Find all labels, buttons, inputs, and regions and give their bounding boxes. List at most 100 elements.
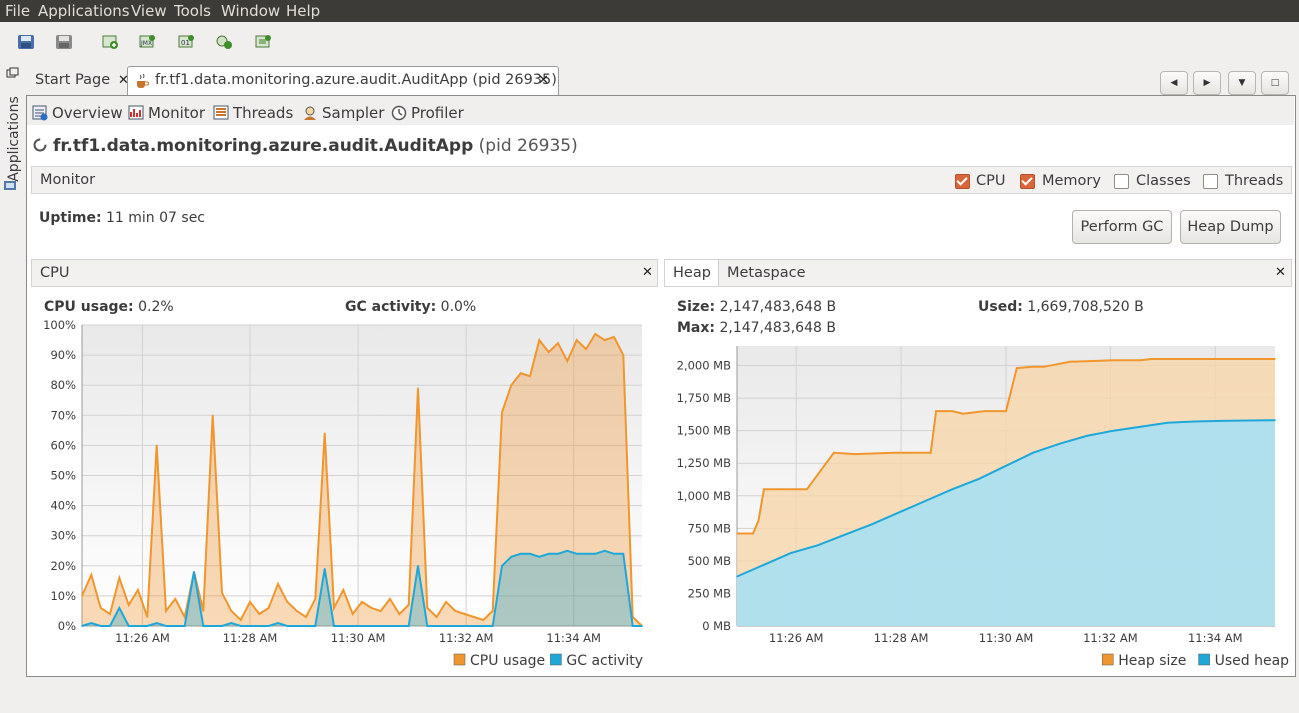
tab-threads[interactable]: Threads bbox=[233, 104, 294, 122]
applications-side-tab[interactable]: Applications bbox=[0, 95, 24, 200]
y-tick-label: 80% bbox=[50, 378, 76, 392]
heap-size-readout: Size: 2,147,483,648 B bbox=[677, 299, 836, 315]
tab-sampler[interactable]: Sampler bbox=[322, 104, 385, 122]
data-point bbox=[978, 478, 980, 480]
data-point bbox=[1220, 358, 1222, 360]
heap-max-label: Max: bbox=[677, 320, 716, 336]
data-point bbox=[806, 488, 808, 491]
data-point bbox=[501, 411, 503, 414]
threads-icon bbox=[213, 105, 229, 121]
tab-app[interactable] bbox=[127, 66, 559, 97]
cpu-checkbox[interactable] bbox=[955, 174, 970, 189]
data-point bbox=[613, 552, 615, 555]
data-point bbox=[90, 574, 93, 576]
data-point bbox=[211, 625, 214, 627]
x-tick-label: 11:34 AM bbox=[1188, 631, 1243, 645]
maximize-button[interactable]: □ bbox=[1261, 71, 1289, 95]
menu-applications[interactable]: Applications bbox=[38, 2, 130, 20]
data-point bbox=[929, 451, 932, 454]
cpu-checkbox-label: CPU bbox=[976, 173, 1006, 189]
classes-checkbox-label: Classes bbox=[1136, 173, 1191, 189]
data-point bbox=[763, 488, 765, 491]
data-point bbox=[557, 552, 559, 555]
y-tick-label: 60% bbox=[50, 438, 76, 452]
data-point bbox=[613, 336, 615, 338]
tab-heap[interactable]: Heap bbox=[665, 260, 719, 286]
data-point bbox=[482, 619, 485, 621]
add-core-dump-icon[interactable]: 01 bbox=[177, 33, 195, 51]
data-point bbox=[361, 625, 363, 627]
data-point bbox=[1112, 359, 1115, 362]
classes-checkbox[interactable] bbox=[1114, 174, 1129, 189]
data-point bbox=[454, 625, 457, 627]
heap-chart: 0 MB 250 MB 500 MB 750 MB 1,000 MB 1,250 MB 1,… bbox=[677, 346, 1289, 669]
data-point bbox=[351, 613, 354, 615]
menu-tools[interactable]: Tools bbox=[174, 2, 211, 20]
menu-help[interactable]: Help bbox=[286, 2, 321, 20]
tab-overview[interactable]: Overview bbox=[52, 104, 123, 122]
legend-label: GC activity bbox=[566, 653, 643, 669]
data-point bbox=[370, 625, 373, 627]
open-snapshot-icon[interactable] bbox=[17, 33, 35, 51]
data-point bbox=[118, 607, 121, 609]
memory-checkbox-label: Memory bbox=[1042, 173, 1101, 189]
perform-gc-button[interactable]: Perform GC bbox=[1072, 210, 1172, 244]
memory-checkbox[interactable] bbox=[1020, 174, 1035, 189]
data-point bbox=[174, 598, 177, 600]
gc-activity-readout: GC activity: 0.0% bbox=[345, 299, 476, 315]
start-page-close-icon[interactable]: ✕ bbox=[118, 73, 129, 88]
tab-list-button[interactable]: ▼ bbox=[1228, 71, 1256, 95]
data-point bbox=[99, 625, 102, 627]
heap-max-value: 2,147,483,648 B bbox=[719, 320, 836, 336]
restore-window-icon[interactable] bbox=[6, 67, 20, 79]
heap-dump-button[interactable]: Heap Dump bbox=[1180, 210, 1281, 244]
tab-app-label: fr.tf1.data.monitoring.azure.audit.Audit… bbox=[155, 72, 557, 88]
data-point bbox=[165, 610, 167, 612]
x-tick-label: 11:26 AM bbox=[115, 631, 170, 645]
scroll-left-button[interactable]: ◀ bbox=[1160, 71, 1188, 95]
loading-spinner-icon bbox=[32, 137, 48, 153]
save-snapshot-icon[interactable] bbox=[55, 33, 73, 51]
heap-size-value: 2,147,483,648 B bbox=[719, 299, 837, 315]
data-point bbox=[155, 622, 158, 624]
tab-monitor[interactable]: Monitor bbox=[148, 104, 206, 122]
y-tick-label: 1,500 MB bbox=[677, 424, 731, 438]
x-tick-label: 11:30 AM bbox=[979, 631, 1034, 645]
cpu-panel-close-icon[interactable]: ✕ bbox=[642, 265, 653, 280]
data-point bbox=[641, 625, 643, 627]
data-point bbox=[379, 610, 382, 612]
tab-profiler[interactable]: Profiler bbox=[411, 104, 464, 122]
y-tick-label: 20% bbox=[50, 559, 76, 573]
heap-max-readout: Max: 2,147,483,648 B bbox=[677, 320, 836, 336]
data-point bbox=[174, 625, 177, 627]
data-point bbox=[323, 568, 326, 570]
app-tab-close-icon[interactable]: ✕ bbox=[538, 73, 549, 88]
y-tick-label: 1,250 MB bbox=[677, 456, 731, 470]
menu-view[interactable]: View bbox=[131, 2, 167, 20]
heap-panel-close-icon[interactable]: ✕ bbox=[1275, 265, 1286, 280]
data-point bbox=[398, 625, 401, 627]
data-point bbox=[398, 613, 401, 615]
data-point bbox=[277, 583, 279, 585]
data-point bbox=[249, 601, 251, 603]
data-point bbox=[267, 625, 270, 627]
x-tick-label: 11:30 AM bbox=[331, 631, 386, 645]
data-point bbox=[510, 384, 513, 386]
uptime-label: Uptime: bbox=[39, 210, 102, 226]
legend-swatch bbox=[1101, 653, 1114, 666]
add-remote-host-icon[interactable]: JMX bbox=[138, 33, 156, 51]
data-point bbox=[183, 625, 186, 627]
data-point bbox=[81, 625, 83, 627]
add-host-icon[interactable] bbox=[215, 33, 233, 51]
data-point bbox=[538, 555, 541, 558]
menu-file[interactable]: File bbox=[5, 2, 31, 20]
scroll-right-button[interactable]: ▶ bbox=[1193, 71, 1221, 95]
tab-start-page[interactable]: Start Page bbox=[35, 72, 111, 88]
threads-checkbox[interactable] bbox=[1203, 174, 1218, 189]
tab-metaspace[interactable]: Metaspace bbox=[727, 265, 806, 281]
data-point bbox=[1005, 410, 1007, 412]
load-snapshot-icon[interactable] bbox=[254, 33, 272, 51]
add-jmx-connection-icon[interactable] bbox=[101, 33, 119, 51]
data-point bbox=[482, 625, 485, 627]
menu-window[interactable]: Window bbox=[221, 2, 281, 20]
